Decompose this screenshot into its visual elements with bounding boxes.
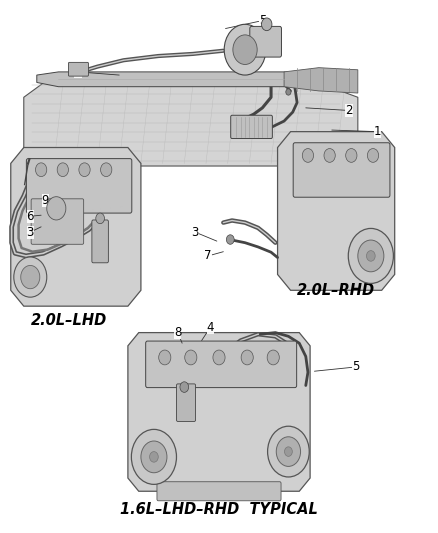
Circle shape xyxy=(101,163,112,176)
Polygon shape xyxy=(24,82,358,166)
Text: 9: 9 xyxy=(42,194,57,207)
Text: 3: 3 xyxy=(27,225,41,239)
Circle shape xyxy=(79,163,90,176)
Circle shape xyxy=(267,350,279,365)
Circle shape xyxy=(286,89,291,95)
Circle shape xyxy=(180,382,189,392)
Circle shape xyxy=(268,426,309,477)
FancyBboxPatch shape xyxy=(146,341,297,387)
Text: 1.6L–LHD–RHD  TYPICAL: 1.6L–LHD–RHD TYPICAL xyxy=(120,502,318,517)
FancyBboxPatch shape xyxy=(177,384,196,422)
FancyBboxPatch shape xyxy=(250,27,282,57)
Circle shape xyxy=(47,197,66,220)
FancyBboxPatch shape xyxy=(293,143,390,197)
Circle shape xyxy=(346,149,357,163)
Circle shape xyxy=(96,213,105,224)
Circle shape xyxy=(348,229,393,284)
Text: 4: 4 xyxy=(201,321,214,341)
Circle shape xyxy=(224,25,266,75)
Polygon shape xyxy=(11,148,141,306)
Text: 5: 5 xyxy=(226,14,266,29)
Circle shape xyxy=(276,437,300,466)
FancyBboxPatch shape xyxy=(231,115,272,139)
Circle shape xyxy=(261,18,272,30)
Circle shape xyxy=(14,257,47,297)
Text: 3: 3 xyxy=(74,66,119,78)
Circle shape xyxy=(285,447,292,456)
Circle shape xyxy=(302,149,314,163)
Circle shape xyxy=(213,350,225,365)
Circle shape xyxy=(131,430,177,484)
Circle shape xyxy=(367,149,378,163)
Circle shape xyxy=(57,163,68,176)
FancyBboxPatch shape xyxy=(26,159,132,213)
Circle shape xyxy=(233,35,257,64)
Circle shape xyxy=(324,149,335,163)
Circle shape xyxy=(226,235,234,244)
Text: 7: 7 xyxy=(205,249,223,262)
Circle shape xyxy=(141,441,167,473)
Text: 2: 2 xyxy=(306,104,353,117)
FancyBboxPatch shape xyxy=(92,220,108,263)
Circle shape xyxy=(358,240,384,272)
Text: 2.0L–LHD: 2.0L–LHD xyxy=(31,313,107,328)
Text: 8: 8 xyxy=(174,326,182,343)
Circle shape xyxy=(367,251,375,261)
Circle shape xyxy=(241,350,253,365)
Circle shape xyxy=(150,451,158,462)
Text: 5: 5 xyxy=(314,360,359,374)
Polygon shape xyxy=(284,68,358,93)
Polygon shape xyxy=(128,333,310,491)
Text: 3: 3 xyxy=(191,225,217,241)
Text: 2.0L–RHD: 2.0L–RHD xyxy=(297,283,375,298)
Circle shape xyxy=(159,350,171,365)
FancyBboxPatch shape xyxy=(157,482,281,501)
Circle shape xyxy=(35,163,47,176)
FancyBboxPatch shape xyxy=(68,62,88,76)
Text: 1: 1 xyxy=(332,125,381,138)
FancyBboxPatch shape xyxy=(31,199,84,244)
Circle shape xyxy=(185,350,197,365)
Polygon shape xyxy=(278,132,395,290)
Polygon shape xyxy=(37,72,306,87)
Text: 6: 6 xyxy=(27,210,41,223)
Circle shape xyxy=(21,265,40,289)
